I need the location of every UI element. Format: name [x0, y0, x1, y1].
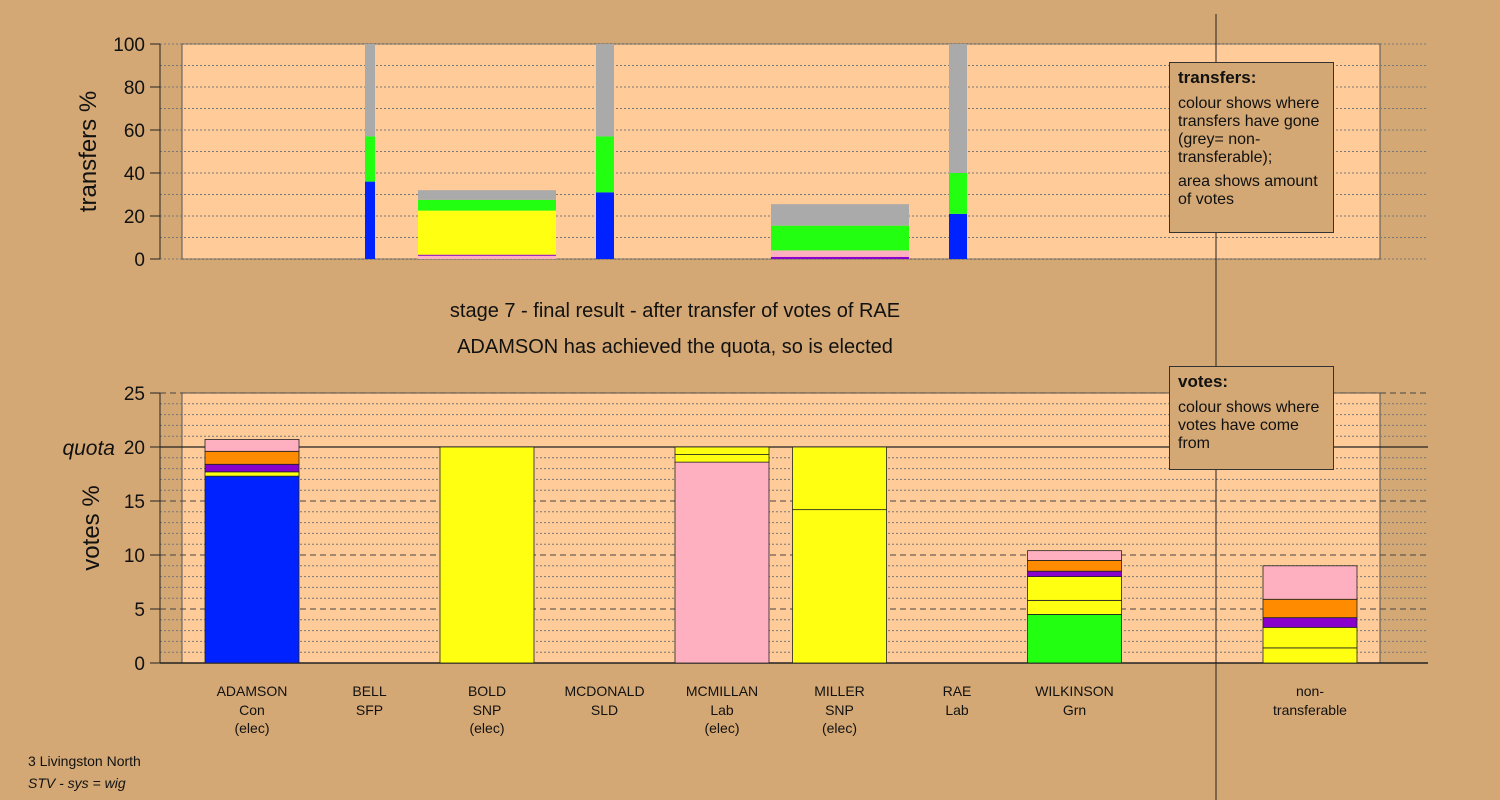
transfers-bar-segment-bell [365, 181, 375, 259]
candidate-party-bell: SFP [356, 702, 383, 718]
votes-tick-label: 0 [134, 654, 145, 675]
candidate-party-wilkinson: Grn [1063, 702, 1086, 718]
votes-tick-label: 25 [124, 384, 145, 405]
transfers-bar-segment-bold [418, 255, 556, 259]
result-caption: ADAMSON has achieved the quota, so is el… [457, 336, 893, 358]
transfers-bar-segment-bell [365, 136, 375, 182]
votes-tick-label: 5 [134, 600, 145, 621]
votes-bar-segment-adamson [204, 450, 300, 465]
candidate-name-miller: MILLER [814, 683, 865, 699]
transfers-ylabel: transfers % [75, 91, 102, 212]
votes-tick-label: 20 [124, 438, 145, 459]
votes-tick-label: 10 [124, 546, 145, 567]
votes-bar-segment-nontransferable [1262, 565, 1358, 600]
votes-bar-segment-wilkinson [1027, 576, 1122, 601]
votes-tick-label: 15 [124, 492, 145, 513]
candidate-name-rae: RAE [943, 683, 972, 699]
votes-bar-segment-mcmillan [674, 461, 770, 664]
transfers-legend-text1: colour shows where transfers have gone (… [1178, 95, 1320, 166]
votes-bar-segment-nontransferable [1262, 617, 1358, 628]
transfers-tick-label: 100 [113, 35, 145, 56]
votes-bar-segment-adamson [204, 471, 300, 477]
candidate-name-adamson: ADAMSON [217, 683, 288, 699]
votes-bar-segment-miller [792, 509, 887, 664]
transfers-legend-title: transfers: [1178, 68, 1257, 87]
transfers-legend-text2: area shows amount of votes [1178, 173, 1318, 208]
candidate-party-mcmillan: Lab [710, 702, 734, 718]
votes-bar-segment-wilkinson [1027, 550, 1122, 561]
transfers-bar-segment-bold [418, 254, 556, 256]
candidate-name-bold: BOLD [468, 683, 506, 699]
footer-constituency: 3 Livingston North [28, 753, 141, 769]
votes-bar-segment-adamson [204, 463, 300, 473]
transfers-bar-segment-mcdonald [596, 44, 614, 137]
candidate-status-mcmillan: (elec) [704, 720, 739, 736]
votes-bar-segment-adamson [204, 439, 300, 452]
transfers-bar-segment-miller [771, 204, 909, 226]
transfers-bar-segment-mcdonald [596, 192, 614, 259]
candidate-name-wilkinson: WILKINSON [1035, 683, 1114, 699]
transfers-bar-segment-bold [418, 190, 556, 200]
candidate-name-mcmillan: MCMILLAN [686, 683, 758, 699]
votes-bar-segment-mcmillan [674, 446, 770, 455]
candidate-party-rae: Lab [945, 702, 969, 718]
nontransferable-label-1: non- [1296, 683, 1324, 699]
candidate-status-bold: (elec) [469, 720, 504, 736]
votes-bar-segment-wilkinson [1027, 599, 1122, 615]
votes-panel: quota 0 5 10 15 20 25 votes % ADAMSON Con (elec) BE… [62, 384, 1428, 736]
votes-bar-segment-mcmillan [674, 454, 770, 463]
transfers-bar-segment-bold [418, 199, 556, 211]
quota-label: quota [62, 437, 115, 460]
transfers-tick-label: 40 [124, 164, 145, 185]
votes-bar-segment-wilkinson [1027, 560, 1122, 572]
nontransferable-label-2: transferable [1273, 702, 1347, 718]
votes-bar-segment-nontransferable [1262, 647, 1358, 664]
candidate-party-miller: SNP [825, 702, 854, 718]
transfers-tick-label: 0 [134, 250, 145, 271]
transfers-tick-label: 80 [124, 78, 145, 99]
transfers-bar-segment-miller [771, 256, 909, 259]
votes-bar-segment-miller [792, 446, 887, 511]
votes-bar-segment-bold [439, 446, 535, 664]
transfers-bar-segment-miller [771, 225, 909, 251]
votes-bar-segment-nontransferable [1262, 598, 1358, 619]
transfers-bar-segment-bold [418, 210, 556, 255]
transfers-bar-segment-bell [365, 44, 375, 137]
stage-caption: stage 7 - final result - after transfer … [449, 300, 901, 322]
transfers-tick-label: 60 [124, 121, 145, 142]
transfers-bar-segment-rae [949, 44, 967, 173]
votes-bar-segment-adamson [204, 475, 300, 664]
votes-ylabel: votes % [78, 485, 105, 570]
footer-system: STV - sys = wig [28, 775, 126, 791]
candidate-status-adamson: (elec) [234, 720, 269, 736]
votes-legend: votes: colour shows where votes have com… [1169, 366, 1334, 470]
votes-legend-title: votes: [1178, 372, 1229, 391]
candidate-status-miller: (elec) [822, 720, 857, 736]
votes-legend-text1: colour shows where votes have come from [1178, 399, 1320, 452]
candidate-name-mcdonald: MCDONALD [564, 683, 644, 699]
candidate-party-adamson: Con [239, 702, 265, 718]
votes-bar-segment-wilkinson [1027, 570, 1122, 578]
transfers-legend: transfers: colour shows where transfers … [1169, 62, 1334, 233]
candidate-party-bold: SNP [473, 702, 502, 718]
transfers-bar-segment-miller [771, 250, 909, 257]
votes-bar-segment-nontransferable [1262, 626, 1358, 649]
transfers-bar-segment-rae [949, 213, 967, 259]
candidate-name-bell: BELL [352, 683, 386, 699]
votes-bar-segment-wilkinson [1027, 614, 1122, 664]
candidate-party-mcdonald: SLD [591, 702, 618, 718]
transfers-bar-segment-mcdonald [596, 136, 614, 193]
transfers-bar-segment-rae [949, 173, 967, 214]
transfers-tick-label: 20 [124, 207, 145, 228]
